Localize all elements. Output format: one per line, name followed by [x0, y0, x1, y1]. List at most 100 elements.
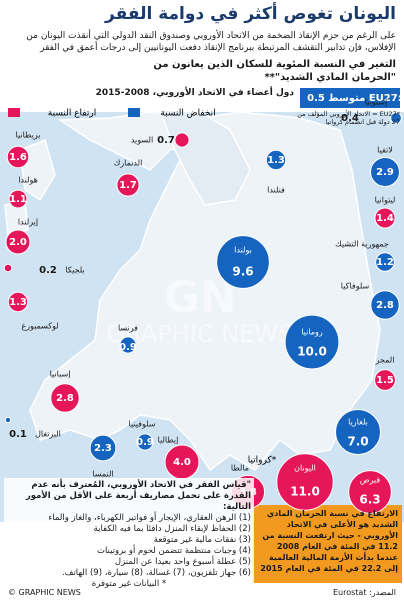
bubble: [390, 112, 402, 124]
bubble: [8, 189, 28, 209]
country-label: سلوفاكيا: [341, 282, 370, 291]
country-label: بريطانيا: [16, 131, 41, 140]
value-label: 2.0: [9, 237, 27, 248]
value-label: 1.7: [119, 180, 137, 191]
definition-box: "قياس الفقر في الاتحاد الأوروبي، المُعتر…: [4, 478, 254, 592]
country-label: فرنسا: [118, 324, 138, 333]
definition-list: (1) الرهن العقاري، الإيجار أو فواتير الك…: [7, 513, 251, 579]
value-label: 2.3: [94, 443, 112, 454]
bubble: [374, 207, 396, 229]
country-label: المجر: [375, 356, 395, 365]
eu-average-box: [300, 88, 400, 108]
greece-note: الارتفاع في نسبة الحرمان المادي الشديد ه…: [260, 509, 398, 573]
bubble: [3, 263, 13, 273]
bubble: [4, 416, 12, 424]
bubble: [370, 157, 400, 187]
bubble: [119, 336, 137, 354]
country-label: البرتغال: [35, 430, 61, 439]
country-label: إيطاليا: [158, 436, 179, 446]
watermark: GRAPHIC NEWS: [107, 320, 294, 348]
intro: على الرغم من حزم الإنقاذ الضخمة من الاتح…: [26, 31, 396, 53]
definition-item: (3) نفقات مالية غير متوقعة: [153, 535, 251, 545]
source: المصدر: Eurostat: [332, 588, 396, 597]
value-label: 0.4: [341, 113, 359, 124]
value-label: 1.3: [267, 155, 285, 166]
legend-swatch: [128, 108, 140, 117]
bubble: [89, 434, 117, 462]
value-label: 7.0: [347, 435, 368, 449]
value-label: 1.6: [9, 152, 27, 163]
country-label: إيرلندا: [18, 218, 38, 228]
value-label: 1.4: [376, 213, 394, 224]
bubble: [374, 369, 396, 391]
country-label: إستونيا: [365, 98, 388, 108]
bubble: [5, 229, 31, 255]
title: اليونان تغوص أكثر في دوامة الفقر: [105, 4, 396, 24]
value-label: 10.0: [297, 345, 327, 359]
country-label: بلغاريا: [348, 418, 368, 427]
country-label: مالطا: [231, 464, 249, 473]
value-label: 1.5: [376, 375, 394, 386]
value-label: 0.9: [136, 437, 154, 448]
bubble: [136, 433, 154, 451]
country-label: بلجيكا: [65, 266, 84, 275]
subtitle: التغير في النسبة المئوية للسكان الذين يع…: [153, 59, 396, 83]
definition-item: (2) الحفاظ لإبقاء المنزل دافئا بما فيه ا…: [93, 524, 251, 534]
country-label: كرواتيا*: [248, 456, 277, 466]
country-label: السويد: [131, 136, 153, 145]
value-label: 0.2: [39, 265, 57, 276]
value-label: 6.3: [359, 493, 380, 507]
bubble: [6, 145, 30, 169]
bubble: [348, 470, 392, 514]
bubble: [216, 235, 270, 289]
value-label: 0.1: [9, 429, 27, 440]
value-label: 1.1: [9, 194, 27, 205]
country-label: اليونان: [294, 464, 316, 473]
legend-swatch: [8, 108, 20, 117]
bubble: [335, 409, 381, 455]
country-label: سلوفينيا: [129, 420, 156, 429]
value-label: 2.9: [376, 167, 394, 178]
value-label: 11.0: [290, 485, 320, 499]
value-label: 2.8: [376, 300, 394, 311]
value-label: 2.8: [56, 393, 74, 404]
definition-item: (4) وجبات منتظمة تتضمن لحوم أو بروتينات: [96, 546, 251, 556]
bubble: [284, 314, 340, 370]
bubble: [370, 290, 400, 320]
country-label: ليتوانيا: [375, 196, 396, 205]
country-label: هولندا: [18, 176, 38, 185]
country-label: إسبانيا: [50, 370, 71, 380]
greece-note-box: [252, 505, 402, 583]
country-label: لوكسمبورغ: [21, 322, 58, 331]
definition-item: (5) عطلة أسبوع واحد بعيدا عن المنزل: [114, 557, 251, 567]
credit: © GRAPHIC NEWS: [8, 588, 81, 597]
definition: "قياس الفقر في الاتحاد الأوروبي، المُعتر…: [25, 480, 251, 512]
country-label: قبرص: [360, 476, 381, 485]
value-label: 9.6: [232, 265, 253, 279]
bubble: [7, 291, 29, 313]
eu-average-label: متوسط EU27:: [328, 93, 401, 104]
value-label: 0.7: [157, 135, 175, 146]
country-label: لاتفيا: [377, 146, 393, 155]
bubble: [276, 453, 334, 511]
no-data-note: * البيانات غير متوفرة: [91, 579, 167, 589]
country-label: الدنمارك: [114, 159, 143, 168]
value-label: 4.0: [173, 457, 191, 468]
eu-average-value: 0.5: [307, 93, 325, 104]
value-label: 0.9: [119, 342, 137, 353]
country-label: فنلندا: [267, 186, 285, 195]
value-label: 1.3: [9, 297, 27, 308]
bubble: [116, 173, 140, 197]
bubble: [50, 383, 80, 413]
country-label: بولندا: [234, 246, 252, 255]
definition-item: (6) جهاز تلفزيون، (7) غسالة، (8) سيارة، …: [61, 568, 251, 578]
bubble: [265, 149, 287, 171]
bubble: [174, 132, 190, 148]
legend-label: ارتفاع النسبة: [48, 109, 96, 119]
subtitle2: دول أعضاء في الاتحاد الأوروبي، 2008-2015: [95, 88, 294, 98]
value-label: 1.2: [376, 257, 394, 268]
country-label: النمسا: [92, 470, 113, 479]
legend-label: انخفاض النسبة: [160, 109, 215, 119]
